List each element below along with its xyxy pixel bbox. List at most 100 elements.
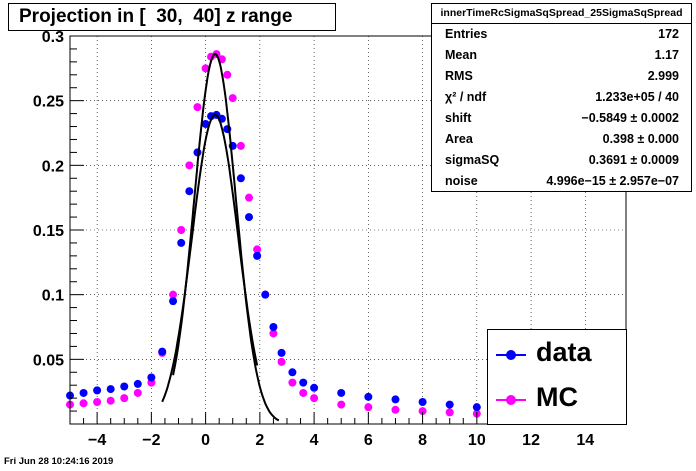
point-data bbox=[245, 213, 254, 222]
axis-tick-labels: −4 −2 0 2 4 6 8 10 12 14 0.05 0.1 0.15 0.2 0.25 0.3 bbox=[33, 29, 594, 449]
legend-entry-mc: MC bbox=[488, 380, 628, 420]
point-data bbox=[418, 398, 427, 407]
point-mc bbox=[391, 405, 400, 414]
fit-curve-1 bbox=[172, 53, 280, 422]
point-mc bbox=[93, 398, 102, 407]
point-data bbox=[106, 385, 115, 394]
point-data bbox=[120, 382, 129, 391]
point-mc bbox=[193, 103, 202, 112]
stats-row-shift: shift −0.5849 ± 0.0002 bbox=[432, 108, 691, 129]
stats-label: Entries bbox=[445, 27, 488, 41]
y-tick-label: 0.2 bbox=[42, 158, 64, 175]
point-mc bbox=[277, 357, 286, 366]
x-tick-label: 2 bbox=[255, 432, 264, 449]
point-data bbox=[445, 400, 454, 409]
point-mc bbox=[185, 161, 194, 170]
point-mc bbox=[201, 64, 210, 73]
stats-value: −0.5849 ± 0.0002 bbox=[581, 111, 679, 125]
legend-label-mc: MC bbox=[536, 382, 578, 412]
legend-marker-mc bbox=[506, 395, 516, 405]
point-data bbox=[310, 383, 319, 392]
stats-value: 0.3691 ± 0.0009 bbox=[588, 153, 679, 167]
stats-row-entries: Entries 172 bbox=[432, 24, 691, 45]
point-data bbox=[391, 395, 400, 404]
y-tick-label: 0.15 bbox=[33, 223, 64, 240]
point-mc bbox=[169, 290, 178, 299]
stats-value: 0.398 ± 0.000 bbox=[602, 132, 679, 146]
point-mc bbox=[223, 70, 232, 79]
point-data bbox=[277, 348, 286, 357]
point-data bbox=[299, 378, 308, 387]
point-mc bbox=[288, 378, 297, 387]
legend: data MC bbox=[487, 329, 627, 425]
stats-row-mean: Mean 1.17 bbox=[432, 45, 691, 66]
stats-box: innerTimeRcSigmaSqSpread_25SigmaSqSpread… bbox=[431, 3, 692, 192]
stats-label: Mean bbox=[445, 48, 477, 62]
stats-label: noise bbox=[445, 174, 478, 188]
point-mc bbox=[133, 388, 142, 397]
point-data bbox=[147, 373, 156, 382]
point-mc bbox=[79, 399, 88, 408]
stats-label: RMS bbox=[445, 69, 473, 83]
x-tick-label: 8 bbox=[418, 432, 427, 449]
stats-row-area: Area 0.398 ± 0.000 bbox=[432, 129, 691, 150]
point-mc bbox=[228, 94, 237, 103]
stats-value: 4.996e−15 ± 2.957e−07 bbox=[546, 174, 679, 188]
stats-value: 1.233e+05 / 40 bbox=[595, 90, 679, 104]
stats-value: 2.999 bbox=[647, 69, 679, 83]
x-tick-label: −4 bbox=[88, 432, 106, 449]
point-data bbox=[236, 174, 245, 183]
point-data bbox=[79, 388, 88, 397]
legend-entry-data: data bbox=[488, 335, 628, 375]
point-data bbox=[269, 323, 278, 331]
point-mc bbox=[418, 407, 427, 416]
x-tick-label: −2 bbox=[142, 432, 160, 449]
x-tick-label: 14 bbox=[576, 432, 594, 449]
x-tick-label: 6 bbox=[364, 432, 373, 449]
point-data bbox=[93, 386, 102, 395]
stats-value: 172 bbox=[658, 27, 679, 41]
x-tick-label: 12 bbox=[522, 432, 540, 449]
point-data bbox=[253, 251, 262, 260]
point-data bbox=[261, 290, 270, 299]
legend-label-data: data bbox=[536, 337, 592, 367]
stats-row-rms: RMS 2.999 bbox=[432, 66, 691, 87]
point-mc bbox=[269, 329, 278, 338]
fit-curves bbox=[161, 53, 280, 422]
point-data bbox=[133, 379, 142, 388]
stats-row-chi2: χ² / ndf 1.233e+05 / 40 bbox=[432, 87, 691, 108]
stats-label: Area bbox=[445, 132, 473, 146]
legend-marker-data bbox=[506, 350, 516, 360]
point-data bbox=[185, 187, 194, 196]
stats-label: shift bbox=[445, 111, 472, 125]
mc-series bbox=[66, 50, 617, 423]
point-mc bbox=[120, 394, 129, 403]
x-tick-label: 4 bbox=[310, 432, 319, 449]
y-tick-label: 0.3 bbox=[42, 29, 64, 46]
point-mc bbox=[245, 193, 254, 202]
point-data bbox=[364, 392, 373, 401]
point-mc bbox=[310, 394, 319, 403]
point-data bbox=[337, 388, 346, 397]
chart-title: Projection in [ 30, 40] z range bbox=[8, 3, 336, 31]
point-mc bbox=[445, 408, 454, 417]
point-data bbox=[201, 119, 210, 128]
x-tick-label: 0 bbox=[201, 432, 210, 449]
point-mc bbox=[236, 141, 245, 150]
point-mc bbox=[337, 400, 346, 409]
point-mc bbox=[177, 226, 186, 234]
y-tick-label: 0.1 bbox=[42, 288, 64, 305]
stats-value: 1.17 bbox=[654, 48, 679, 62]
point-data bbox=[177, 238, 186, 247]
timestamp: Fri Jun 28 10:24:16 2019 bbox=[4, 456, 114, 467]
stats-histogram-name: innerTimeRcSigmaSqSpread_25SigmaSqSpread bbox=[432, 4, 691, 24]
point-data bbox=[472, 403, 481, 412]
point-data bbox=[158, 347, 167, 356]
y-tick-label: 0.05 bbox=[33, 352, 64, 369]
point-data bbox=[169, 297, 178, 306]
point-mc bbox=[106, 396, 115, 405]
point-mc bbox=[364, 403, 373, 412]
point-mc bbox=[253, 245, 262, 254]
stats-label: sigmaSQ bbox=[445, 153, 500, 167]
